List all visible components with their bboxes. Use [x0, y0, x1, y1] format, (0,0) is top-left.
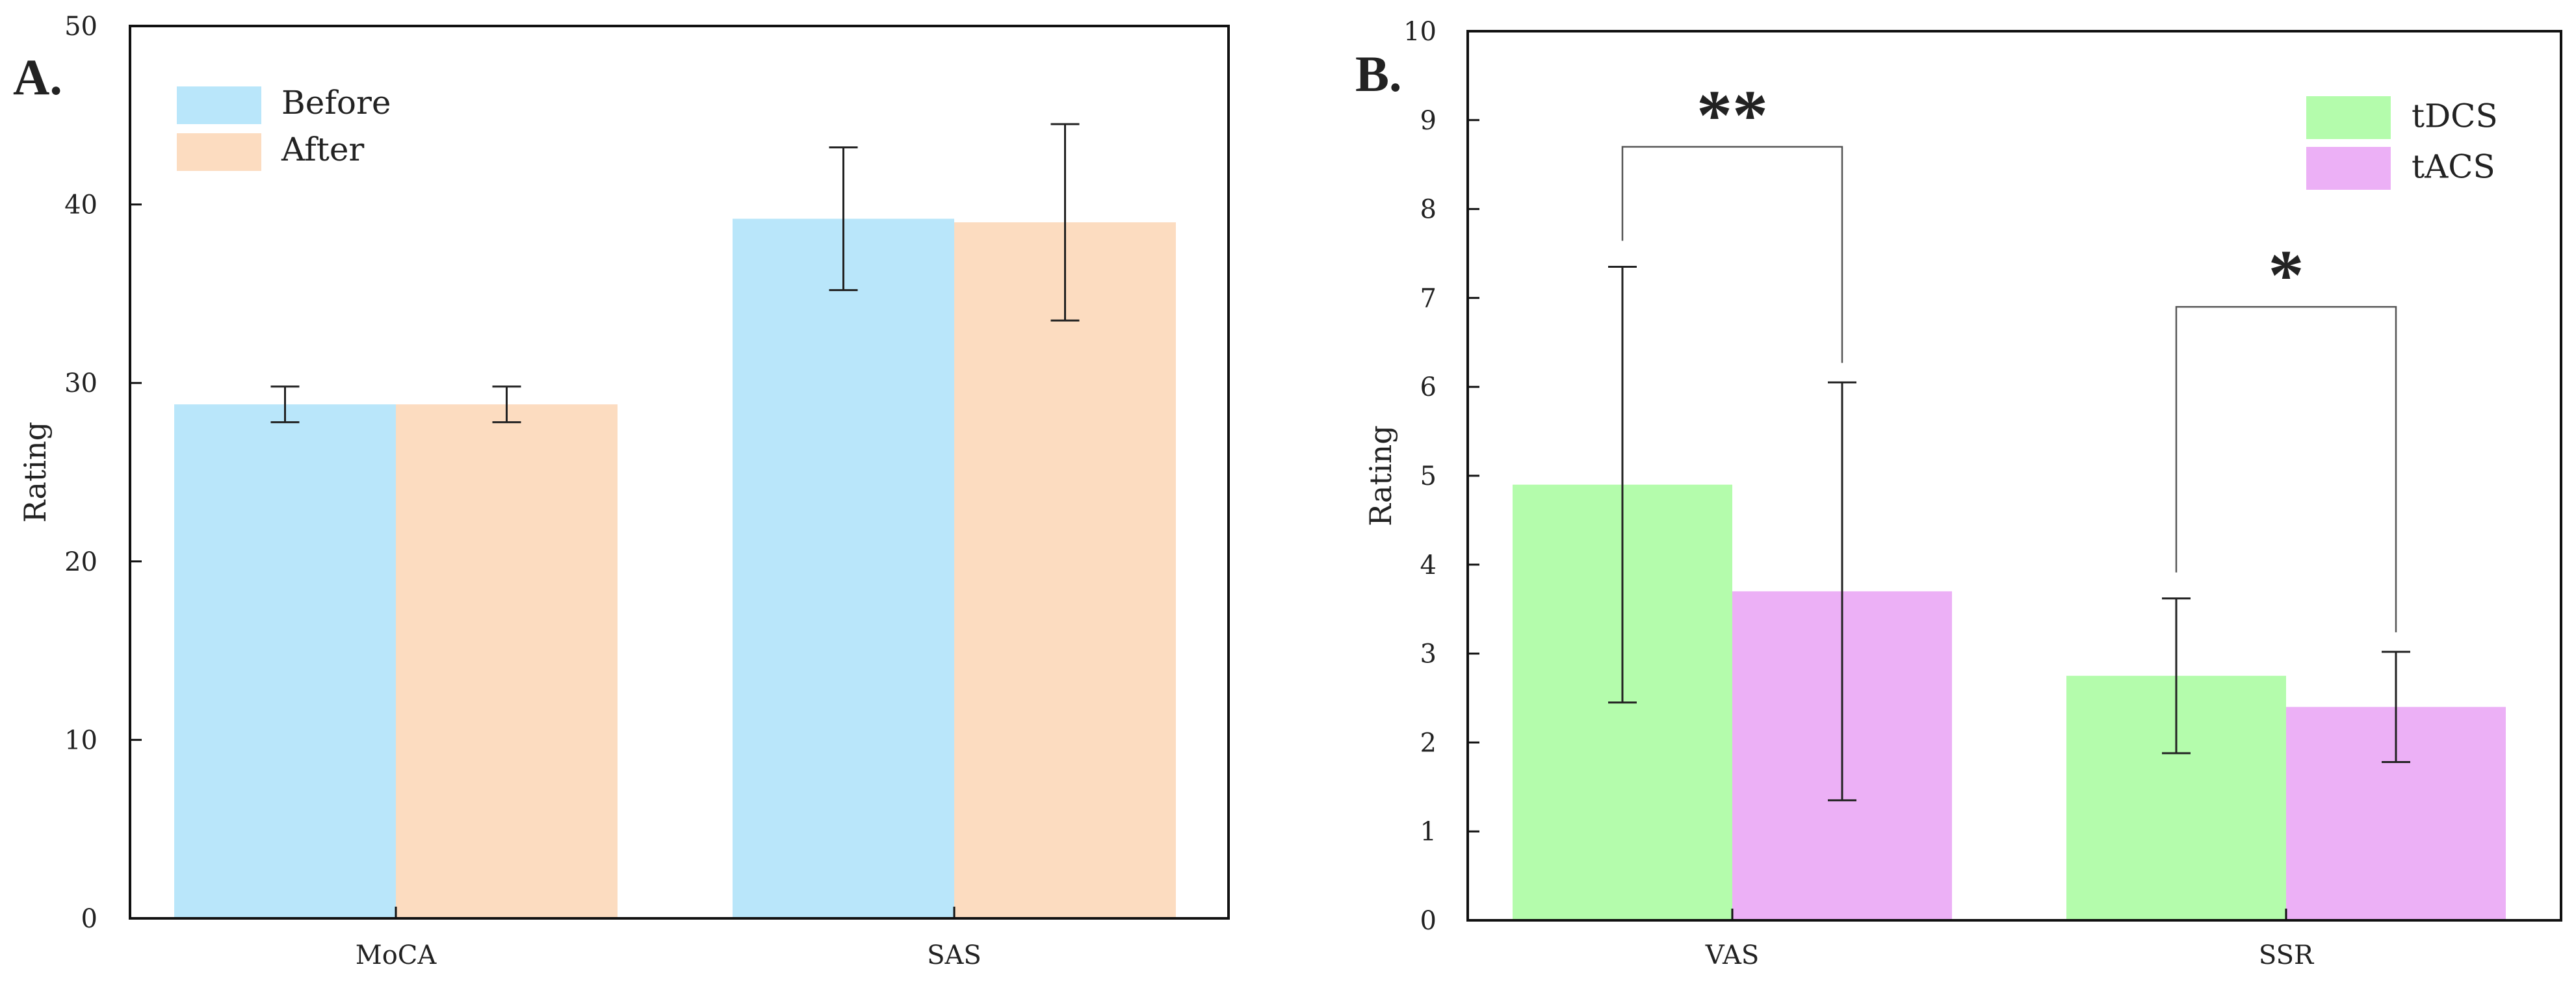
- bar-after-moca: [396, 404, 618, 918]
- significance-label-ssr: *: [2269, 235, 2304, 315]
- x-tick-label-sas: SAS: [927, 940, 982, 970]
- y-tick-label-9: 9: [1420, 106, 1437, 136]
- legend-swatch-after: [177, 133, 261, 171]
- legend-label-tdcs: tDCS: [2412, 97, 2498, 135]
- x-tick-label-ssr: SSR: [2259, 940, 2315, 970]
- legend-swatch-tdcs: [2306, 96, 2391, 139]
- legend-label-before: Before: [281, 84, 391, 122]
- bar-before-moca: [174, 404, 396, 918]
- y-tick-label-40: 40: [64, 190, 98, 220]
- error-bar-after-sas: [1050, 123, 1080, 322]
- legend-swatch-before: [177, 86, 261, 124]
- significance-label-vas: **: [1697, 75, 1768, 155]
- panel-label: B.: [1355, 45, 1402, 102]
- y-tick-label-4: 4: [1420, 550, 1437, 580]
- y-tick-label-8: 8: [1420, 195, 1437, 225]
- y-tick-label-5: 5: [1420, 461, 1437, 491]
- error-bar-tacs-vas: [1828, 381, 1856, 801]
- y-tick-label-30: 30: [64, 369, 98, 398]
- error-bar-before-moca: [270, 385, 300, 424]
- y-axis-label: Rating: [18, 422, 53, 523]
- legend-label-after: After: [281, 131, 364, 168]
- y-tick-label-3: 3: [1420, 640, 1437, 669]
- error-bar-before-sas: [829, 146, 858, 291]
- x-tick-label-moca: MoCA: [356, 940, 437, 970]
- x-tick-label-vas: VAS: [1705, 940, 1759, 970]
- panel-label: A.: [13, 49, 62, 105]
- y-tick-label-0: 0: [1420, 906, 1437, 936]
- significance-bracket-vas: [1621, 146, 1843, 363]
- y-tick-label-7: 7: [1420, 283, 1437, 313]
- legend-swatch-tacs: [2306, 147, 2391, 190]
- y-axis-label: Rating: [1363, 425, 1398, 526]
- error-bar-tacs-ssr: [2382, 651, 2410, 763]
- plot-frame: [129, 25, 1230, 920]
- y-tick-label-1: 1: [1420, 817, 1437, 847]
- error-bar-after-moca: [492, 385, 521, 424]
- y-tick-label-10: 10: [64, 725, 98, 755]
- y-tick-label-0: 0: [81, 904, 98, 934]
- bar-after-sas: [954, 222, 1176, 918]
- legend-label-tacs: tACS: [2412, 148, 2495, 186]
- significance-bracket-ssr: [2175, 305, 2397, 632]
- error-bar-tdcs-ssr: [2162, 597, 2191, 755]
- y-tick-label-20: 20: [64, 547, 98, 577]
- y-tick-label-6: 6: [1420, 372, 1437, 402]
- y-tick-label-50: 50: [64, 12, 98, 42]
- panel-a: 0 10 20 30 40 50 MoCA SAS Rating A. Before After: [13, 12, 1230, 970]
- y-tick-label-10: 10: [1403, 17, 1437, 47]
- bar-before-sas: [733, 218, 954, 918]
- y-tick-label-2: 2: [1420, 728, 1437, 758]
- error-bar-tdcs-vas: [1608, 266, 1637, 704]
